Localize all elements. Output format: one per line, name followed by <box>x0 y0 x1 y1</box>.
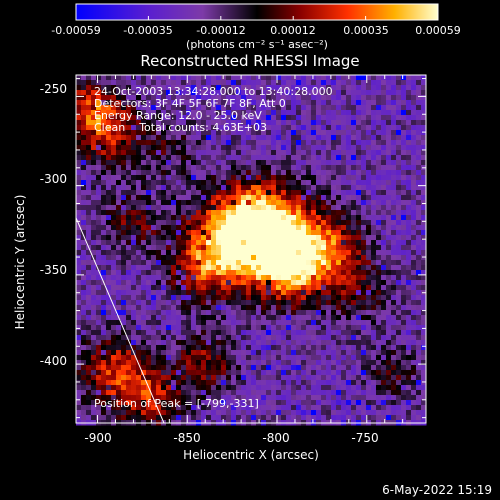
peak-position-label: Position of Peak = [-799,-331] <box>94 397 259 410</box>
x-tick-label: -800 <box>262 431 290 445</box>
colorbar-ticks <box>75 16 439 20</box>
footer-date: 6-May-2022 15:19 <box>382 483 492 497</box>
plot-frame <box>75 74 427 424</box>
colorbar-tick-label: -0.00035 <box>123 24 173 37</box>
y-tick-label: -400 <box>39 354 67 368</box>
annotation-energy: Energy Range: 12.0 - 25.0 keV <box>94 109 262 122</box>
x-axis-label: Heliocentric X (arcsec) <box>183 448 319 462</box>
colorbar-units: (photons cm⁻² s⁻¹ asec⁻²) <box>186 38 328 51</box>
y-axis-label: Heliocentric Y (arcsec) <box>13 194 27 330</box>
x-tick-label: -900 <box>84 431 112 445</box>
colorbar-tick-label: 0.00012 <box>270 24 316 37</box>
colorbar-tick-label: -0.00012 <box>196 24 246 37</box>
annotation-clean: Clean Total counts: 4.63E+03 <box>94 121 268 134</box>
x-tick-label: -750 <box>351 431 379 445</box>
heatmap <box>76 75 427 426</box>
colorbar-tick-label: 0.00059 <box>415 24 461 37</box>
y-tick-label: -350 <box>39 263 67 277</box>
colorbar <box>75 3 439 21</box>
chart-title: Reconstructed RHESSI Image <box>140 52 360 70</box>
y-tick-label: -300 <box>39 172 67 186</box>
axis-ticks <box>76 75 426 423</box>
annotation-time: 24-Oct-2003 13:34:28.000 to 13:40:28.000 <box>94 85 333 98</box>
y-tick-label: -250 <box>39 82 67 96</box>
colorbar-tick-label: -0.00059 <box>51 24 101 37</box>
colorbar-tick-label: 0.00035 <box>343 24 389 37</box>
solar-limb-line <box>75 217 165 424</box>
x-tick-label: -850 <box>173 431 201 445</box>
annotation-detectors: Detectors: 3F 4F 5F 6F 7F 8F, Att 0 <box>94 97 286 110</box>
